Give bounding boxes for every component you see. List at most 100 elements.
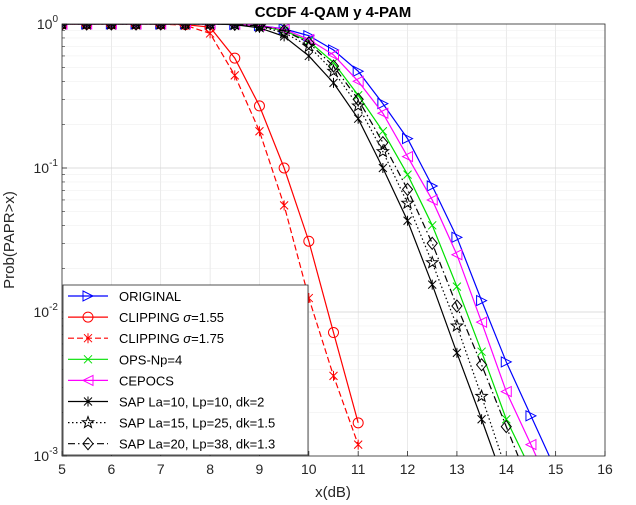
- series-line: [62, 24, 519, 456]
- data-point-marker: [329, 370, 338, 381]
- data-point-marker: [278, 24, 290, 38]
- data-point-marker: [449, 318, 464, 332]
- y-tick-label: 10-1: [34, 158, 59, 176]
- legend-label: OPS-Np=4: [119, 352, 182, 367]
- data-point-marker: [500, 419, 512, 434]
- data-point-marker: [452, 347, 462, 358]
- data-point-marker: [83, 354, 93, 364]
- data-point-marker: [426, 236, 438, 251]
- data-point-marker: [525, 410, 538, 422]
- legend-entry: CLIPPING σ=1.55: [68, 310, 224, 325]
- y-axis-label: Prob(PAPR>x): [1, 191, 18, 289]
- data-point-marker: [130, 24, 142, 31]
- data-point-marker: [524, 438, 537, 451]
- legend-entry: CLIPPING σ=1.75: [68, 331, 224, 346]
- data-point-marker: [105, 24, 118, 31]
- legend-entry: CEPOCS: [68, 373, 174, 388]
- data-point-marker: [351, 98, 366, 112]
- data-point-marker: [230, 70, 240, 81]
- data-point-marker: [427, 220, 437, 230]
- x-tick-label: 14: [498, 461, 514, 477]
- legend-entry: SAP La=10, Lp=10, dk=2: [68, 395, 264, 410]
- data-point-marker: [255, 126, 264, 137]
- data-point-marker: [253, 24, 266, 33]
- chart-title: CCDF 4-QAM y 4-PAM: [255, 4, 411, 21]
- data-point-marker: [475, 316, 488, 328]
- data-point-marker: [352, 75, 364, 88]
- data-point-marker: [353, 90, 363, 100]
- data-point-marker: [376, 107, 389, 120]
- data-point-marker: [204, 24, 216, 31]
- data-point-marker: [451, 299, 463, 313]
- data-point-marker: [353, 439, 363, 450]
- data-point-marker: [501, 414, 511, 424]
- data-point-marker: [378, 126, 388, 136]
- series-8: [62, 24, 519, 456]
- data-point-marker: [352, 65, 365, 78]
- x-tick-label: 12: [400, 461, 416, 477]
- series-line: [62, 24, 550, 456]
- axis-ticks: 5 6 7 8 9 10 11 12 13 14 15 16 100 10-1 10-2 10-3: [34, 14, 613, 477]
- data-point-marker: [82, 290, 95, 302]
- axes-box: [61, 23, 606, 457]
- y-tick-label: 10-3: [34, 446, 59, 464]
- data-point-marker: [426, 194, 438, 206]
- legend-box: [62, 284, 309, 456]
- data-point-marker: [426, 180, 439, 192]
- legend-label: SAP La=20, Lp=38, dk=1.3: [119, 437, 275, 452]
- data-point-marker: [303, 29, 315, 42]
- x-tick-label: 7: [157, 461, 165, 477]
- series-line: [62, 24, 525, 456]
- data-point-marker: [474, 388, 489, 403]
- data-point-marker: [179, 24, 192, 31]
- data-point-marker: [378, 163, 388, 173]
- data-point-marker: [477, 414, 486, 425]
- data-point-marker: [377, 97, 389, 110]
- x-tick-label: 10: [301, 461, 317, 477]
- legend-label: SAP La=15, Lp=25, dk=1.5: [119, 416, 275, 431]
- data-point-marker: [327, 59, 340, 73]
- data-point-marker: [83, 396, 93, 407]
- series-lines: [62, 24, 550, 456]
- y-tick-label: 10-2: [34, 302, 59, 320]
- data-point-marker: [329, 77, 338, 88]
- legend-label: SAP La=10, Lp=10, dk=2: [119, 395, 264, 410]
- legend-label: CEPOCS: [119, 373, 174, 388]
- data-point-marker: [425, 255, 440, 269]
- data-point-marker: [106, 24, 116, 31]
- data-point-marker: [401, 182, 414, 197]
- legend-entry: SAP La=15, Lp=25, dk=1.5: [68, 415, 275, 431]
- data-point-marker: [477, 347, 486, 357]
- data-point-marker: [352, 92, 364, 107]
- data-point-marker: [403, 215, 412, 226]
- data-point-marker: [476, 294, 488, 307]
- legend-entry: SAP La=20, Lp=38, dk=1.3: [68, 437, 275, 452]
- legend-label: CLIPPING σ=1.55: [119, 310, 224, 325]
- data-point-marker: [229, 24, 241, 32]
- data-point-marker: [377, 135, 389, 150]
- x-tick-label: 6: [107, 461, 115, 477]
- data-point-marker: [229, 52, 241, 64]
- data-point-marker: [253, 100, 265, 112]
- data-point-marker: [279, 200, 289, 211]
- data-point-marker: [155, 24, 167, 31]
- data-point-marker: [304, 50, 314, 61]
- data-point-marker: [402, 132, 414, 145]
- data-point-marker: [450, 248, 463, 261]
- data-point-marker: [81, 24, 93, 31]
- data-point-marker: [403, 170, 412, 179]
- data-point-marker: [452, 282, 462, 291]
- data-point-marker: [156, 24, 166, 31]
- x-tick-label: 16: [597, 461, 613, 477]
- data-point-marker: [303, 235, 315, 247]
- data-point-marker: [475, 357, 488, 372]
- legend-label: CLIPPING σ=1.75: [119, 331, 224, 346]
- data-point-marker: [327, 49, 339, 61]
- data-point-marker: [230, 24, 240, 31]
- data-point-marker: [82, 311, 94, 323]
- x-tick-label: 13: [449, 461, 465, 477]
- x-tick-label: 9: [256, 461, 264, 477]
- legend-label: ORIGINAL: [119, 289, 181, 304]
- data-point-marker: [427, 279, 437, 290]
- x-tick-label: 8: [206, 461, 214, 477]
